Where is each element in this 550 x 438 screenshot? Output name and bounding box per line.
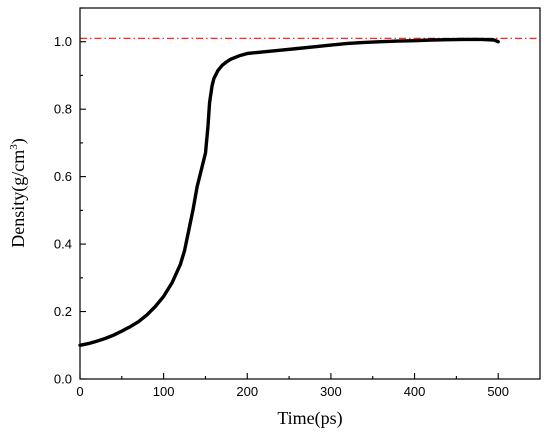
y-axis-title-main: Density(g/cm	[8, 150, 29, 248]
y-tick-label: 0.4	[54, 237, 72, 252]
y-tick-label: 0.0	[54, 372, 72, 387]
y-axis-title: Density(g/cm3)	[8, 138, 29, 247]
y-axis-title-superscript: 3	[8, 144, 20, 150]
plot-frame	[79, 7, 541, 380]
y-tick-label: 0.8	[54, 102, 72, 117]
x-tick-label: 100	[153, 384, 175, 399]
y-tick-label: 1.0	[54, 34, 72, 49]
x-tick-label: 400	[404, 384, 426, 399]
x-axis-title: Time(ps)	[277, 408, 342, 429]
y-tick-label: 0.6	[54, 169, 72, 184]
y-tick-label: 0.2	[54, 304, 72, 319]
x-tick-label: 200	[236, 384, 258, 399]
density-series-line	[78, 37, 500, 347]
x-tick-label: 500	[487, 384, 509, 399]
y-axis-title-close: )	[8, 138, 29, 144]
x-tick-label: 300	[320, 384, 342, 399]
x-tick-label: 0	[76, 384, 83, 399]
